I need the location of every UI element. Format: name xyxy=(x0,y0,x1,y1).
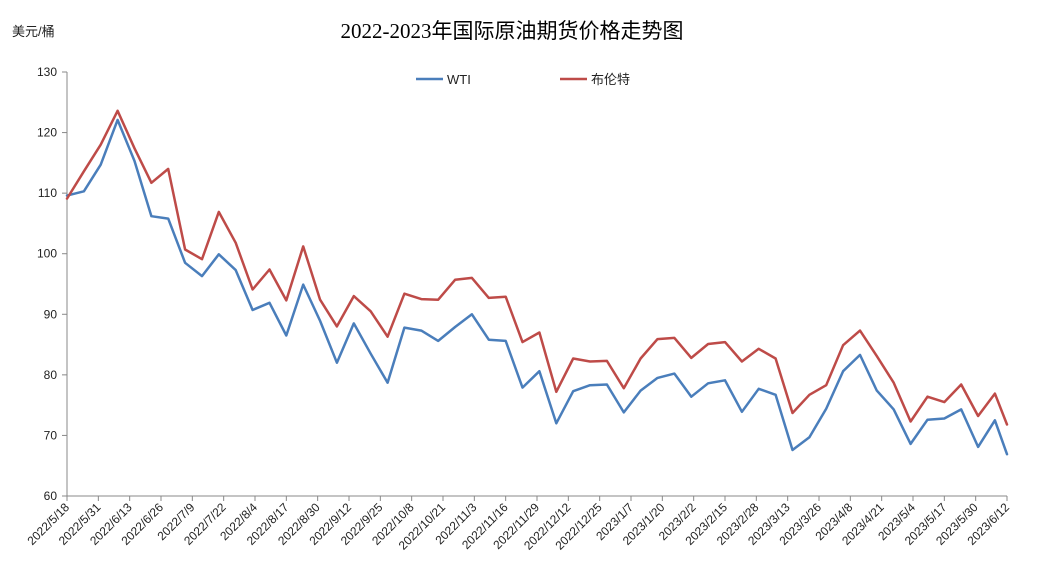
series-lines xyxy=(65,109,1009,456)
chart-title: 2022-2023年国际原油期货价格走势图 xyxy=(341,19,684,43)
y-tick-label: 110 xyxy=(38,186,57,200)
y-tick-label: 100 xyxy=(37,247,57,261)
y-axis-unit-label: 美元/桶 xyxy=(12,24,55,39)
axes xyxy=(66,72,1007,497)
y-tick-label: 60 xyxy=(44,489,58,503)
legend-label: 布伦特 xyxy=(591,72,630,87)
y-axis-ticks: 60 70 80 90 100 110 120 130 xyxy=(37,65,67,503)
series-line-wti xyxy=(65,118,1009,456)
y-tick-label: 70 xyxy=(44,428,58,442)
y-tick-label: 120 xyxy=(37,126,57,140)
y-tick-label: 90 xyxy=(44,307,58,321)
x-axis-ticks: 2022/5/182022/5/312022/6/132022/6/262022… xyxy=(24,496,1012,553)
y-tick-label: 80 xyxy=(44,368,58,382)
legend: WTI 布伦特 xyxy=(416,72,630,87)
series-line-brent xyxy=(65,109,1009,426)
legend-label: WTI xyxy=(447,72,471,87)
y-tick-label: 130 xyxy=(37,65,57,79)
